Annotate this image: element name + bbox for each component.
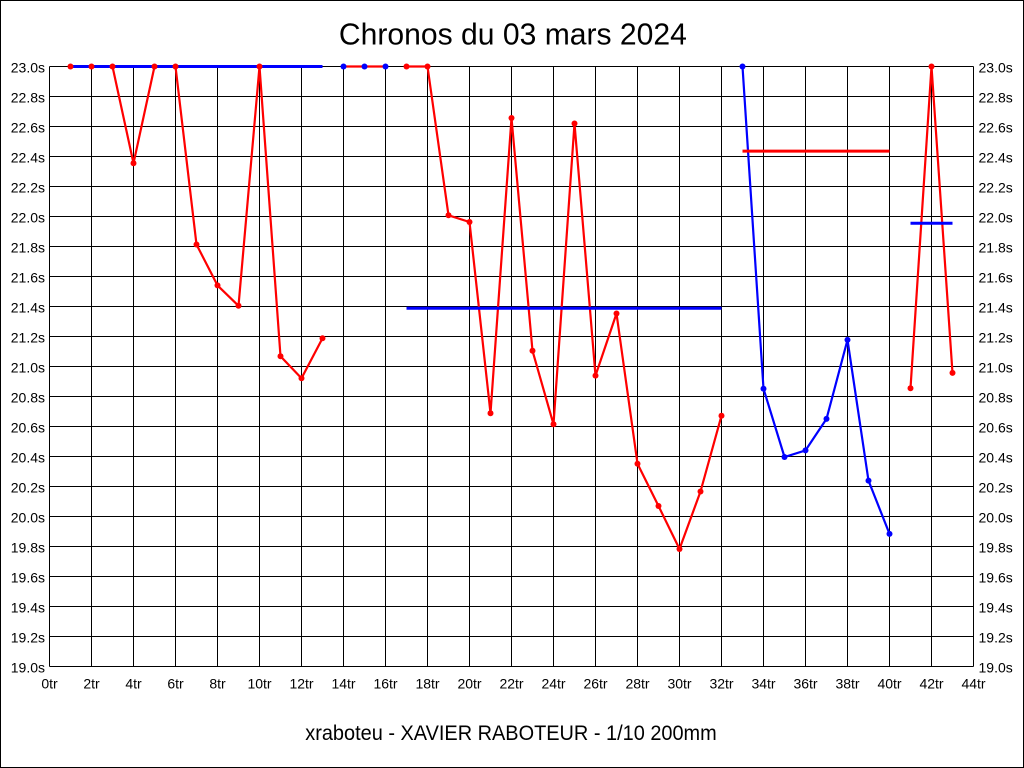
svg-text:20.2s: 20.2s xyxy=(979,480,1013,496)
svg-text:20.8s: 20.8s xyxy=(979,390,1013,406)
svg-text:44tr: 44tr xyxy=(961,676,985,692)
svg-text:22.6s: 22.6s xyxy=(979,120,1013,136)
svg-text:19.6s: 19.6s xyxy=(979,570,1013,586)
svg-text:6tr: 6tr xyxy=(167,676,184,692)
svg-text:19.0s: 19.0s xyxy=(979,660,1013,676)
svg-text:21.4s: 21.4s xyxy=(11,300,45,316)
svg-text:19.4s: 19.4s xyxy=(11,600,45,616)
svg-text:20.2s: 20.2s xyxy=(11,480,45,496)
svg-text:22.6s: 22.6s xyxy=(11,120,45,136)
svg-text:22.8s: 22.8s xyxy=(11,90,45,106)
svg-text:23.0s: 23.0s xyxy=(11,60,45,76)
svg-text:4tr: 4tr xyxy=(125,676,142,692)
svg-text:26tr: 26tr xyxy=(583,676,607,692)
svg-text:38tr: 38tr xyxy=(835,676,859,692)
svg-text:19.2s: 19.2s xyxy=(979,630,1013,646)
svg-text:21.0s: 21.0s xyxy=(11,360,45,376)
svg-text:42tr: 42tr xyxy=(919,676,943,692)
svg-text:21.2s: 21.2s xyxy=(979,330,1013,346)
svg-text:32tr: 32tr xyxy=(709,676,733,692)
svg-text:19.8s: 19.8s xyxy=(11,540,45,556)
svg-text:36tr: 36tr xyxy=(793,676,817,692)
svg-text:19.0s: 19.0s xyxy=(11,660,45,676)
svg-text:20.8s: 20.8s xyxy=(11,390,45,406)
svg-text:14tr: 14tr xyxy=(331,676,355,692)
svg-text:20.6s: 20.6s xyxy=(11,420,45,436)
svg-text:30tr: 30tr xyxy=(667,676,691,692)
svg-text:2tr: 2tr xyxy=(83,676,100,692)
svg-text:20.4s: 20.4s xyxy=(979,450,1013,466)
svg-text:40tr: 40tr xyxy=(877,676,901,692)
svg-text:22tr: 22tr xyxy=(499,676,523,692)
svg-text:34tr: 34tr xyxy=(751,676,775,692)
svg-text:20tr: 20tr xyxy=(457,676,481,692)
svg-text:22.0s: 22.0s xyxy=(979,210,1013,226)
svg-text:22.8s: 22.8s xyxy=(979,90,1013,106)
svg-text:20.0s: 20.0s xyxy=(979,510,1013,526)
svg-text:19.6s: 19.6s xyxy=(11,570,45,586)
svg-text:12tr: 12tr xyxy=(289,676,313,692)
svg-text:21.4s: 21.4s xyxy=(979,300,1013,316)
svg-text:10tr: 10tr xyxy=(247,676,271,692)
svg-text:21.6s: 21.6s xyxy=(11,270,45,286)
svg-text:22.2s: 22.2s xyxy=(979,180,1013,196)
svg-text:19.4s: 19.4s xyxy=(979,600,1013,616)
svg-text:24tr: 24tr xyxy=(541,676,565,692)
svg-text:22.4s: 22.4s xyxy=(979,150,1013,166)
svg-text:21.8s: 21.8s xyxy=(11,240,45,256)
svg-text:22.0s: 22.0s xyxy=(11,210,45,226)
svg-text:20.4s: 20.4s xyxy=(11,450,45,466)
svg-text:28tr: 28tr xyxy=(625,676,649,692)
svg-text:19.2s: 19.2s xyxy=(11,630,45,646)
svg-text:21.6s: 21.6s xyxy=(979,270,1013,286)
svg-text:22.4s: 22.4s xyxy=(11,150,45,166)
svg-text:21.0s: 21.0s xyxy=(979,360,1013,376)
svg-text:21.2s: 21.2s xyxy=(11,330,45,346)
svg-text:20.0s: 20.0s xyxy=(11,510,45,526)
svg-text:20.6s: 20.6s xyxy=(979,420,1013,436)
svg-text:22.2s: 22.2s xyxy=(11,180,45,196)
svg-text:Chronos du 03 mars 2024: Chronos du 03 mars 2024 xyxy=(339,17,687,52)
svg-text:19.8s: 19.8s xyxy=(979,540,1013,556)
svg-text:18tr: 18tr xyxy=(415,676,439,692)
svg-text:23.0s: 23.0s xyxy=(979,60,1013,76)
svg-text:xraboteu - XAVIER RABOTEUR - 1: xraboteu - XAVIER RABOTEUR - 1/10 200mm xyxy=(305,722,717,745)
svg-text:21.8s: 21.8s xyxy=(979,240,1013,256)
svg-text:0tr: 0tr xyxy=(41,676,58,692)
svg-text:16tr: 16tr xyxy=(373,676,397,692)
svg-text:8tr: 8tr xyxy=(209,676,226,692)
